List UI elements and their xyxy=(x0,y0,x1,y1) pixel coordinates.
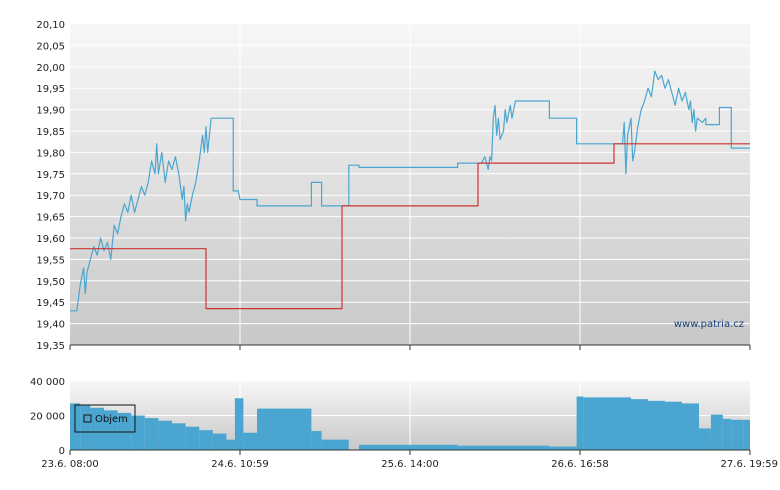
volume-bar xyxy=(158,420,172,450)
legend-swatch xyxy=(83,414,92,423)
x-tick-label: 23.6. 08:00 xyxy=(41,459,98,470)
volume-bar xyxy=(144,418,159,450)
volume-bars xyxy=(70,396,750,450)
volume-bar xyxy=(359,444,458,450)
volume-y-tick-label: 40 000 xyxy=(30,377,65,388)
watermark-text: www.patria.cz xyxy=(674,319,744,330)
volume-bar xyxy=(597,397,614,450)
volume-bar xyxy=(131,415,145,450)
volume-bar xyxy=(172,423,186,450)
price-y-tick-label: 19,35 xyxy=(36,341,65,352)
price-y-tick-label: 19,65 xyxy=(36,213,65,224)
x-tick-label: 24.6. 10:59 xyxy=(211,459,268,470)
x-tick-label: 25.6. 14:00 xyxy=(381,459,438,470)
volume-bar xyxy=(731,419,744,450)
volume-bar xyxy=(234,398,244,450)
volume-y-tick-label: 20 000 xyxy=(30,412,65,423)
volume-legend: Objem xyxy=(74,404,136,433)
price-y-tick-label: 19,95 xyxy=(36,84,65,95)
volume-bar xyxy=(80,405,91,450)
volume-bar xyxy=(90,407,104,450)
volume-bar xyxy=(682,403,699,450)
volume-bar xyxy=(199,430,213,450)
x-tick-label: 26.6. 16:58 xyxy=(551,459,608,470)
volume-bar xyxy=(117,412,132,450)
price-x-ticks xyxy=(69,345,751,350)
volume-x-axis: 23.6. 08:00 24.6. 10:59 25.6. 14:00 26.6. 1… xyxy=(41,450,778,470)
volume-bar xyxy=(722,418,732,450)
legend-label: Objem xyxy=(95,414,128,425)
volume-bar xyxy=(576,396,584,450)
price-line-series xyxy=(70,70,750,312)
price-y-tick-label: 19,70 xyxy=(36,191,65,202)
volume-bar xyxy=(311,431,322,450)
price-y-tick-label: 19,40 xyxy=(36,320,65,331)
volume-y-tick-label: 0 xyxy=(59,446,65,457)
volume-bar xyxy=(583,397,597,450)
volume-bar xyxy=(743,419,750,450)
volume-bar xyxy=(699,428,711,450)
price-y-tick-label: 19,80 xyxy=(36,148,65,159)
volume-bar xyxy=(614,397,631,450)
price-y-tick-label: 20,10 xyxy=(36,20,65,31)
price-series xyxy=(70,70,750,312)
volume-bar xyxy=(457,445,550,450)
volume-bar xyxy=(549,446,577,450)
price-y-tick-label: 19,55 xyxy=(36,255,65,266)
price-y-tick-label: 19,85 xyxy=(36,127,65,138)
volume-chart-panel: 40 000 20 000 0 23.6. 08:00 24.6. 10:59 25.6… xyxy=(30,377,778,470)
price-y-axis: 20,10 20,05 20,00 19,95 19,90 19,85 19,80 19,75… xyxy=(36,20,65,352)
volume-bar xyxy=(710,414,723,450)
volume-bar xyxy=(648,400,665,450)
volume-bar xyxy=(243,432,257,450)
price-y-tick-label: 19,50 xyxy=(36,277,65,288)
volume-bar xyxy=(631,399,648,450)
price-y-tick-label: 20,05 xyxy=(36,41,65,52)
volume-y-axis: 40 000 20 000 0 xyxy=(30,377,65,457)
legend-box xyxy=(74,404,136,433)
x-tick-label: 27.6. 19:59 xyxy=(721,459,778,470)
volume-bar xyxy=(212,433,227,450)
volume-bar xyxy=(185,426,200,450)
volume-bar xyxy=(257,408,312,450)
price-y-tick-label: 20,00 xyxy=(36,63,65,74)
price-y-tick-label: 19,60 xyxy=(36,234,65,245)
price-y-tick-label: 19,90 xyxy=(36,106,65,117)
volume-bar xyxy=(104,410,118,450)
volume-bar xyxy=(665,401,682,450)
reference-step-series xyxy=(70,143,750,310)
volume-bar xyxy=(226,439,235,450)
price-chart-panel: 20,10 20,05 20,00 19,95 19,90 19,85 19,80 19,75… xyxy=(36,20,751,352)
price-y-tick-label: 19,75 xyxy=(36,170,65,181)
volume-bar xyxy=(321,439,349,450)
price-y-tick-label: 19,45 xyxy=(36,298,65,309)
